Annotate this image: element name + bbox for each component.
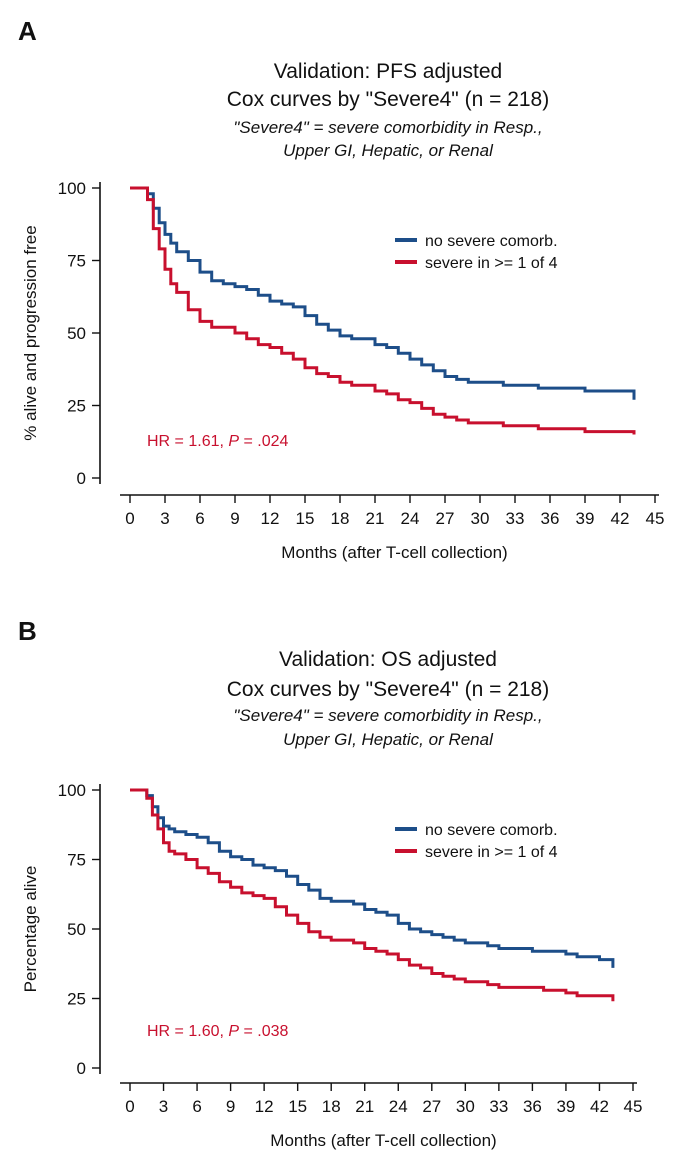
x-tick-label: 12: [255, 1097, 274, 1116]
x-tick-label: 33: [506, 509, 525, 528]
y-tick-label: 100: [58, 179, 86, 198]
x-tick-label: 6: [192, 1097, 201, 1116]
legend-label: severe in >= 1 of 4: [425, 255, 558, 272]
chart-note: "Severe4" = severe comorbidity in Resp.,: [233, 118, 543, 137]
x-tick-label: 0: [125, 1097, 134, 1116]
y-tick-label: 0: [77, 469, 86, 488]
x-tick-label: 21: [355, 1097, 374, 1116]
x-tick-label: 18: [331, 509, 350, 528]
legend-label: no severe comorb.: [425, 233, 558, 250]
chart-note: "Severe4" = severe comorbidity in Resp.,: [233, 706, 543, 725]
panel-a: A Validation: PFS adjusted Cox curves by…: [0, 0, 687, 586]
chart-title: Validation: OS adjusted: [279, 648, 497, 671]
x-tick-label: 12: [261, 509, 280, 528]
x-tick-label: 30: [456, 1097, 475, 1116]
x-tick-label: 3: [159, 1097, 168, 1116]
x-axis-title: Months (after T-cell collection): [281, 543, 507, 562]
x-tick-label: 27: [436, 509, 455, 528]
y-tick-label: 100: [58, 781, 86, 800]
hr-value: HR = 1.61,: [147, 433, 228, 450]
hazard-ratio-annotation: HR = 1.60, P = .038: [147, 1023, 289, 1040]
chart-note: Upper GI, Hepatic, or Renal: [283, 141, 493, 160]
x-tick-label: 24: [401, 509, 420, 528]
p-value: = .024: [239, 433, 288, 450]
chart-title: Validation: PFS adjusted: [273, 60, 503, 83]
x-tick-label: 30: [471, 509, 490, 528]
y-axis-title: Percentage alive: [21, 866, 40, 993]
x-tick-label: 24: [389, 1097, 408, 1116]
y-tick-label: 75: [67, 252, 86, 271]
x-tick-label: 0: [125, 509, 134, 528]
x-tick-label: 45: [646, 509, 665, 528]
x-tick-label: 33: [489, 1097, 508, 1116]
km-curve-severe: [130, 186, 636, 435]
p-label: P: [228, 1023, 239, 1040]
x-tick-label: 6: [195, 509, 204, 528]
x-tick-label: 9: [230, 509, 239, 528]
y-tick-label: 0: [77, 1059, 86, 1078]
x-tick-label: 3: [160, 509, 169, 528]
km-curve-no-severe: [130, 788, 615, 968]
x-tick-label: 42: [590, 1097, 609, 1116]
x-tick-label: 39: [576, 509, 595, 528]
y-tick-label: 75: [67, 851, 86, 870]
x-tick-label: 15: [288, 1097, 307, 1116]
hazard-ratio-annotation: HR = 1.61, P = .024: [147, 433, 289, 450]
x-tick-label: 42: [611, 509, 630, 528]
x-tick-label: 36: [523, 1097, 542, 1116]
x-tick-label: 9: [226, 1097, 235, 1116]
km-curve-severe: [130, 788, 615, 1002]
y-tick-label: 50: [67, 324, 86, 343]
panel-letter: A: [18, 16, 37, 46]
x-tick-label: 45: [624, 1097, 643, 1116]
panel-b: B Validation: OS adjusted Cox curves by …: [0, 600, 687, 1173]
legend-label: severe in >= 1 of 4: [425, 844, 558, 861]
legend-label: no severe comorb.: [425, 822, 558, 839]
y-axis-title: % alive and progression free: [21, 225, 40, 440]
x-tick-label: 18: [322, 1097, 341, 1116]
x-tick-label: 21: [366, 509, 385, 528]
y-tick-label: 25: [67, 397, 86, 416]
chart-note: Upper GI, Hepatic, or Renal: [283, 730, 493, 749]
x-tick-label: 27: [422, 1097, 441, 1116]
chart-subtitle: Cox curves by "Severe4" (n = 218): [226, 88, 550, 111]
x-tick-label: 39: [556, 1097, 575, 1116]
x-axis-title: Months (after T-cell collection): [270, 1131, 496, 1150]
y-tick-label: 50: [67, 920, 86, 939]
x-tick-label: 36: [541, 509, 560, 528]
y-tick-label: 25: [67, 990, 86, 1009]
p-label: P: [228, 433, 239, 450]
p-value: = .038: [239, 1023, 288, 1040]
km-curve-no-severe: [130, 186, 636, 400]
x-tick-label: 15: [296, 509, 315, 528]
chart-subtitle: Cox curves by "Severe4" (n = 218): [226, 678, 550, 701]
hr-value: HR = 1.60,: [147, 1023, 228, 1040]
panel-letter: B: [18, 616, 37, 646]
